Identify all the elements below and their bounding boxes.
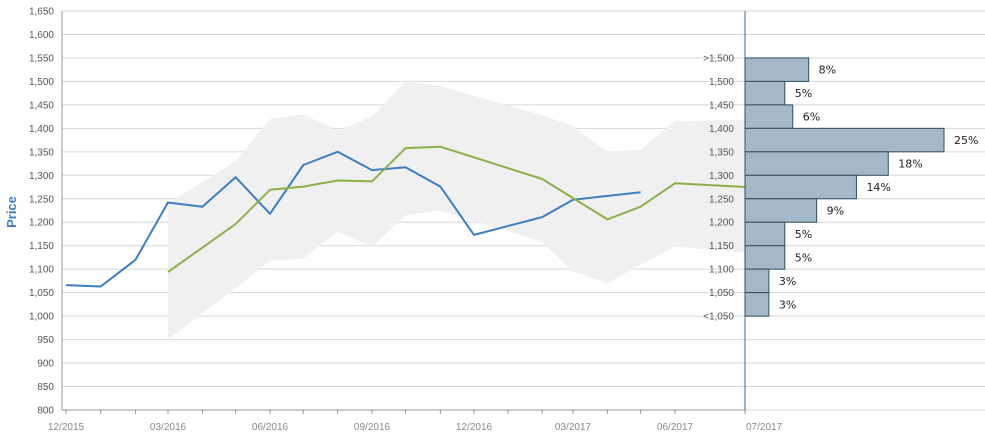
distribution-bin-label: 1,150 <box>709 241 734 252</box>
distribution-bin-label: 1,200 <box>709 218 734 229</box>
distribution-percent-label: 18% <box>898 158 922 171</box>
distribution-bar <box>744 151 889 176</box>
x-tick-label: 12/2015 <box>48 422 85 433</box>
distribution-bin-label: 1,350 <box>709 147 734 158</box>
distribution-bar <box>744 245 786 270</box>
y-tick-label: 1,400 <box>29 124 54 135</box>
distribution-percent-label: 3% <box>779 275 796 288</box>
x-tick-label: 03/2017 <box>555 422 592 433</box>
y-tick-label: 1,100 <box>29 265 54 276</box>
distribution-bin-label: 1,250 <box>709 194 734 205</box>
forecast-price-line <box>167 145 779 273</box>
distribution-bar <box>744 80 786 106</box>
distribution-bar <box>744 292 770 317</box>
distribution-percent-label: 5% <box>795 228 812 241</box>
distribution-bin-label: 1,050 <box>709 288 734 299</box>
distribution-bar <box>744 104 794 129</box>
x-tick-label: 06/2017 <box>657 422 694 433</box>
y-tick-label: 1,500 <box>29 77 54 88</box>
actual-price-line <box>65 150 641 288</box>
x-tick-label: 09/2016 <box>354 422 391 433</box>
y-tick-label: 1,250 <box>29 194 54 205</box>
y-tick-label: 1,300 <box>29 171 54 182</box>
y-tick-label: 1,000 <box>29 312 54 323</box>
y-tick-label: 1,050 <box>29 288 54 299</box>
y-tick-label: 1,150 <box>29 241 54 252</box>
forecast-range-area <box>168 81 778 340</box>
y-tick-label: 1,350 <box>29 147 54 158</box>
distribution-bars: 8% >1,500 5% 1,500 6% 1,450 25% 1,400 18% 1,350 14… <box>703 53 978 322</box>
distribution-bin-label: 1,400 <box>709 124 734 135</box>
y-tick-label: 900 <box>37 359 54 370</box>
distribution-bin-label: 1,500 <box>709 77 734 88</box>
distribution-bar <box>744 174 857 200</box>
distribution-bin-label: 1,300 <box>709 171 734 182</box>
distribution-bin-label: <1,050 <box>703 312 734 323</box>
distribution-bin-label: >1,500 <box>703 53 734 64</box>
distribution-bin-label: 1,100 <box>709 265 734 276</box>
forecast-range-band <box>168 81 778 340</box>
x-tick-label: 06/2016 <box>252 422 289 433</box>
y-tick-label: 1,200 <box>29 218 54 229</box>
y-tick-label: 950 <box>37 335 54 346</box>
distribution-percent-label: 6% <box>803 111 820 124</box>
distribution-bar <box>744 127 945 153</box>
x-tick-label: 03/2016 <box>150 422 187 433</box>
distribution-percent-label: 9% <box>827 205 844 218</box>
y-axis-ticks: 800 850 900 950 1,000 1,050 1,100 1,150 1,200 1,2… <box>29 7 54 417</box>
y-tick-label: 1,600 <box>29 30 54 41</box>
distribution-bar <box>744 221 786 247</box>
series-lines <box>65 145 779 288</box>
x-tick-label: 07/2017 <box>746 422 783 433</box>
y-tick-label: 1,550 <box>29 53 54 64</box>
distribution-percent-label: 3% <box>779 298 796 311</box>
distribution-bar <box>744 198 818 223</box>
distribution-bar <box>744 268 770 294</box>
distribution-percent-label: 5% <box>795 251 812 264</box>
distribution-percent-label: 25% <box>954 134 978 147</box>
distribution-percent-label: 14% <box>866 181 890 194</box>
y-tick-label: 1,450 <box>29 100 54 111</box>
y-tick-label: 800 <box>37 406 54 417</box>
x-axis-ticks: 12/2015 03/2016 06/2016 09/2016 12/2016 03/20… <box>48 410 783 433</box>
distribution-bin-label: 1,450 <box>709 100 734 111</box>
y-tick-label: 850 <box>37 382 54 393</box>
y-axis-label: Price <box>4 196 19 228</box>
y-tick-label: 1,650 <box>29 7 54 18</box>
distribution-bar <box>744 57 810 82</box>
distribution-percent-label: 8% <box>819 64 836 77</box>
x-tick-label: 12/2016 <box>456 422 493 433</box>
distribution-percent-label: 5% <box>795 87 812 100</box>
